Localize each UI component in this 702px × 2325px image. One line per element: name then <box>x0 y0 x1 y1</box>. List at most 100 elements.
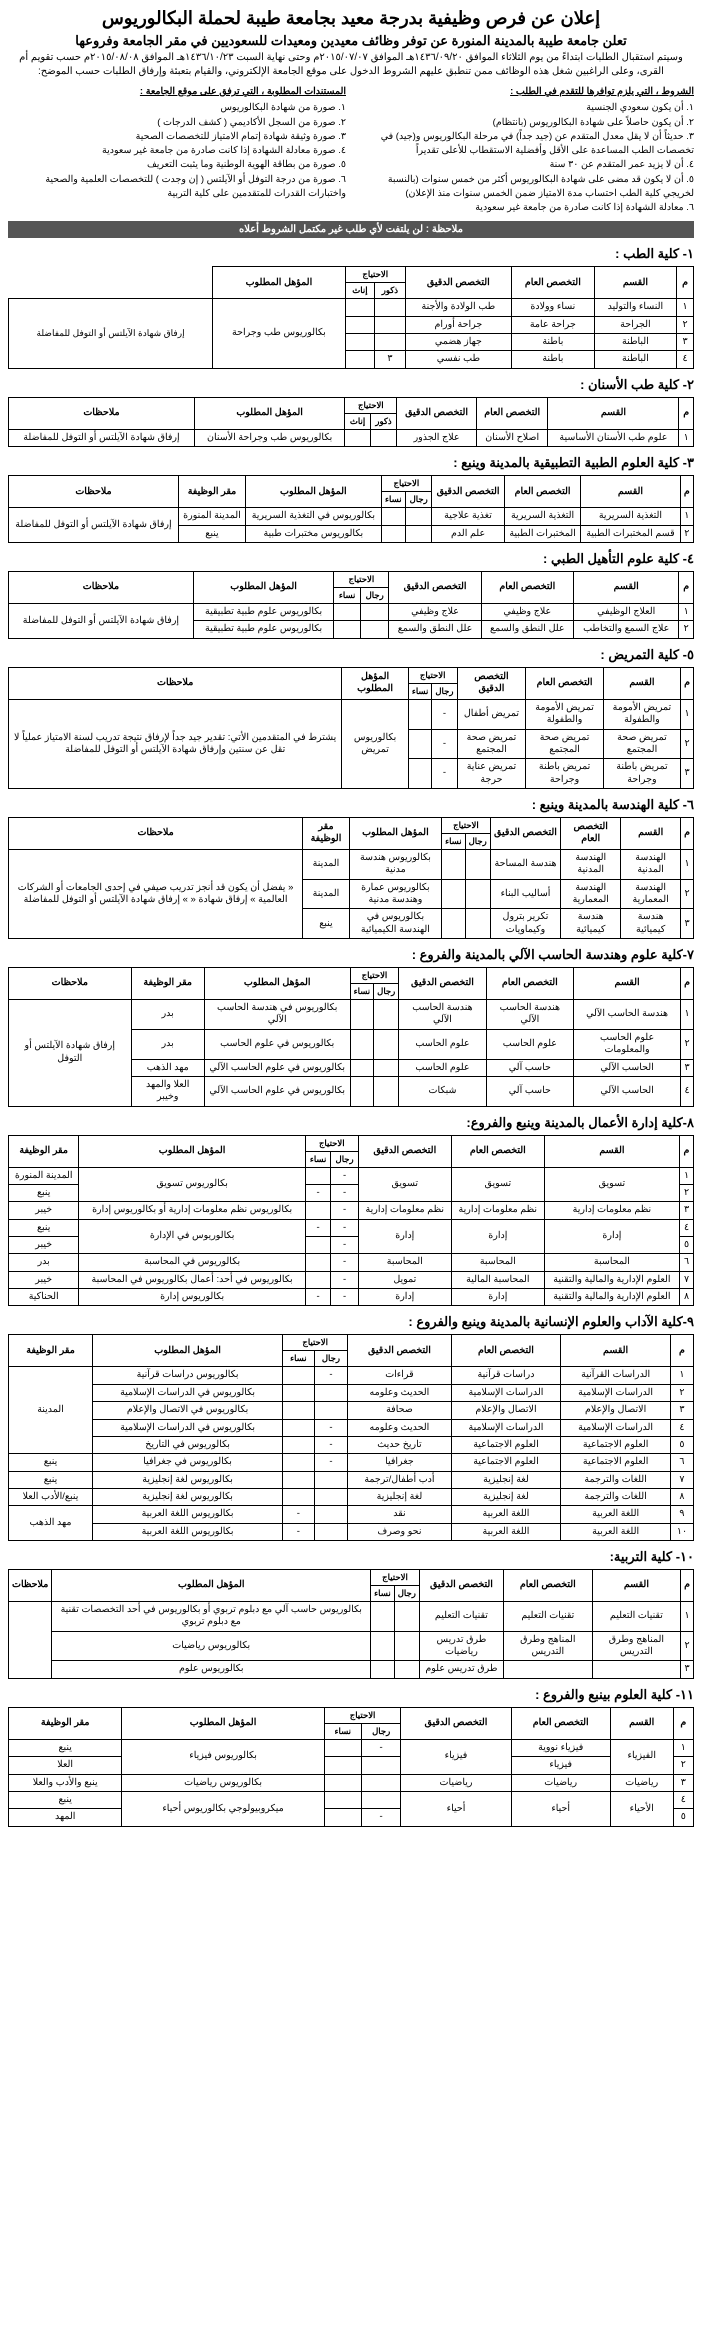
table-cell: رياضيات <box>610 1774 673 1791</box>
table-cell: حاسب آلي <box>486 1059 573 1076</box>
table-cell: إرفاق شهادة الآيلتس أو التوفل للمفاضلة <box>9 429 195 446</box>
table-cell: بكالوريوس لغة إنجليزية <box>93 1471 283 1488</box>
table-cell: إدارة <box>358 1219 451 1254</box>
table-cell: الدراسات الإسلامية <box>561 1419 671 1436</box>
table-cell: جراحة عامة <box>511 316 594 333</box>
table-cell: أحياء <box>401 1791 511 1826</box>
table-cell <box>408 759 432 789</box>
table-cell: تمريض باطنة وجراحة <box>603 759 680 789</box>
table-cell <box>442 879 466 909</box>
table-cell: لغة إنجليزية <box>451 1488 561 1505</box>
table-cell: تقنيات التعليم <box>592 1602 680 1632</box>
table-cell <box>305 1167 331 1184</box>
table-cell: ٢ <box>681 729 694 759</box>
table-cell <box>324 1774 361 1791</box>
table-cell: ٢ <box>670 1384 693 1401</box>
data-table: مالقسمالتخصص العامالتخصص الدقيقالاحتياجا… <box>8 1569 694 1679</box>
table-cell: اللغة العربية <box>561 1523 671 1540</box>
table-cell: المدينة <box>9 1367 93 1454</box>
table-cell: جغرافيا <box>348 1454 451 1471</box>
table-cell <box>350 1059 374 1076</box>
table-cell <box>283 1471 315 1488</box>
table-cell <box>374 1059 399 1076</box>
table-cell: ٣ <box>673 1774 693 1791</box>
table-cell: العلوم الاجتماعية <box>451 1454 561 1471</box>
table-cell <box>283 1402 315 1419</box>
table-cell: فيزياء <box>401 1739 511 1774</box>
table-cell: الجراحة <box>594 316 676 333</box>
table-cell: - <box>305 1184 331 1201</box>
table-cell <box>9 1602 52 1679</box>
table-cell: ينبع <box>9 1184 79 1201</box>
table-cell <box>283 1367 315 1384</box>
table-cell: المدينة <box>303 849 350 879</box>
table-cell: ٢ <box>681 879 694 909</box>
table-cell <box>334 604 361 621</box>
table-cell: - <box>331 1219 358 1236</box>
table-cell: إدارة <box>358 1289 451 1306</box>
table-cell: هندسة كيميائية <box>561 909 621 939</box>
table-cell: ١ <box>673 1739 693 1756</box>
table-cell: ٢ <box>679 621 694 638</box>
table-cell: ينبع <box>9 1739 122 1756</box>
table-cell: العلوم الاجتماعية <box>561 1454 671 1471</box>
table-cell: الحديث وعلومه <box>348 1419 451 1436</box>
table-cell: باطنة <box>511 351 594 368</box>
table-cell: المهد <box>9 1809 122 1826</box>
table-cell: تقنيات التعليم <box>504 1602 593 1632</box>
table-cell: ينبع <box>178 525 245 542</box>
conditions-block: الشروط ، التي يلزم توافرها للتقدم في الط… <box>8 85 694 215</box>
table-cell: إرفاق شهادة الآيلتس أو التوفل للمفاضلة <box>9 508 179 543</box>
table-cell: تمريض صحة المجتمع <box>457 729 526 759</box>
table-cell <box>324 1757 361 1774</box>
table-cell <box>314 1506 348 1523</box>
table-cell <box>314 1384 348 1401</box>
table-cell: دراسات قرآنية <box>451 1367 561 1384</box>
table-cell <box>374 1000 399 1030</box>
table-cell <box>283 1454 315 1471</box>
table-cell: ٢ <box>680 525 693 542</box>
data-table: مالقسمالتخصص العامالتخصص الدقيقالاحتياجا… <box>8 1135 694 1307</box>
section-title: ١٠- كلية التربية: <box>8 1549 694 1565</box>
table-cell: اللغات والترجمة <box>561 1488 671 1505</box>
table-cell: نساء وولادة <box>511 299 594 316</box>
table-cell <box>350 1000 374 1030</box>
table-cell: ٣ <box>681 909 694 939</box>
table-cell: بكالوريوس في هندسة الحاسب الآلي <box>204 1000 350 1030</box>
table-cell: تمريض أطفال <box>457 699 526 729</box>
table-cell <box>283 1384 315 1401</box>
table-cell: بكالوريوس اللغة العربية <box>93 1523 283 1540</box>
table-cell: الهندسة المعمارية <box>621 879 681 909</box>
table-cell <box>465 849 490 879</box>
table-cell: بكالوريوس في علوم الحاسب <box>204 1029 350 1059</box>
data-table: مالقسمالتخصص العامالتخصص الدقيقالاحتياجا… <box>8 967 694 1107</box>
table-cell: الباطنة <box>594 351 676 368</box>
table-cell: خيبر <box>9 1237 79 1254</box>
table-cell: جراحة أورام <box>405 316 511 333</box>
table-cell <box>345 334 374 351</box>
table-cell: ١ <box>679 429 694 446</box>
table-cell <box>592 1661 680 1678</box>
table-cell <box>305 1271 331 1288</box>
table-cell <box>334 621 361 638</box>
table-cell: ٣ <box>681 1059 694 1076</box>
table-cell: هندسة الحاسب الآلي <box>399 1000 486 1030</box>
table-cell: رياضيات <box>511 1774 610 1791</box>
table-cell: تسويق <box>358 1167 451 1202</box>
table-cell: المدينة <box>303 879 350 909</box>
table-cell <box>408 699 432 729</box>
table-cell: بكالوريوس رياضيات <box>122 1774 324 1791</box>
data-table: مالقسمالتخصص العامالتخصص الدقيقالاحتياجا… <box>8 266 694 368</box>
table-cell: ٢ <box>679 1184 693 1201</box>
table-cell: بكالوريوس في الهندسة الكيميائية <box>349 909 441 939</box>
table-cell <box>371 1602 395 1632</box>
table-cell: هندسة الحاسب الآلي <box>486 1000 573 1030</box>
table-cell: الدراسات الإسلامية <box>561 1384 671 1401</box>
table-cell: بكالوريوس في علوم الحاسب الآلي <box>204 1059 350 1076</box>
table-cell: بدر <box>9 1254 79 1271</box>
table-cell: علاج وظيفي <box>481 604 573 621</box>
table-cell: - <box>432 699 457 729</box>
table-cell <box>305 1254 331 1271</box>
table-cell: اللغة العربية <box>451 1523 561 1540</box>
table-cell: تسويق <box>451 1167 544 1202</box>
